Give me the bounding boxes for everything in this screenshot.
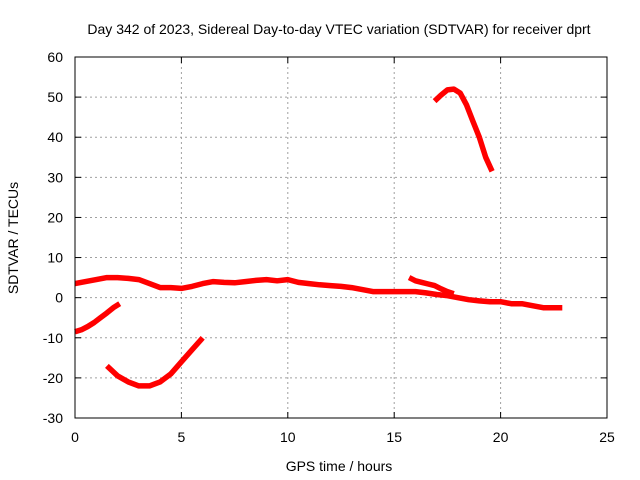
series-line-arc-rising [74,301,122,335]
y-tick-label: -10 [43,330,63,346]
series-line-arc-main [74,274,563,311]
y-tick-label: 40 [47,129,63,145]
series-layer [74,86,563,389]
y-tick-label: 20 [47,209,63,225]
y-tick-label: 10 [47,250,63,266]
series-line-arc-bump [407,275,455,297]
y-tick-label: -30 [43,410,63,426]
x-tick-label: 25 [599,429,615,445]
y-tick-label: 0 [55,290,63,306]
x-tick-label: 5 [178,429,186,445]
x-tick-label: 10 [280,429,296,445]
y-tick-label: -20 [43,370,63,386]
tick-layer: 0 5 10 15 20 25 -30 -20 -10 0 10 20 30 40 50 60 [43,49,615,445]
x-tick-label: 0 [71,429,79,445]
y-axis-label: SDTVAR / TECUs [5,182,21,294]
grid-layer [75,57,607,418]
x-tick-label: 20 [493,429,509,445]
y-tick-label: 50 [47,89,63,105]
y-tick-label: 30 [47,169,63,185]
series-line-arc-peak [432,86,495,173]
x-axis-label: GPS time / hours [286,458,393,474]
chart-title: Day 342 of 2023, Sidereal Day-to-day VTE… [87,21,590,37]
x-tick-label: 15 [386,429,402,445]
y-tick-label: 60 [47,49,63,65]
series-line-arc-valley [105,335,205,389]
plot-frame [74,56,608,419]
